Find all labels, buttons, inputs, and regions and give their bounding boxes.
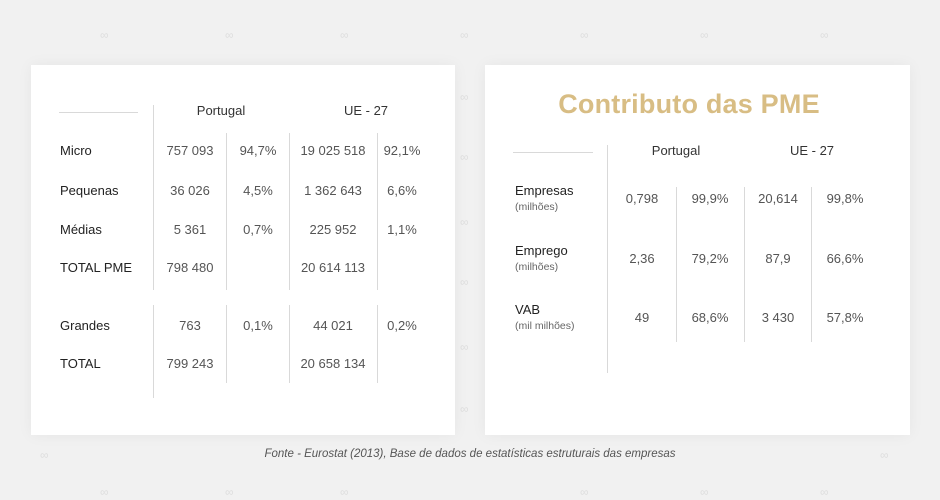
cell-pt-pct: 68,6% xyxy=(691,310,729,325)
column-divider xyxy=(607,145,608,373)
cell-pt-count: 798 480 xyxy=(166,260,214,275)
enterprise-count-card: Portugal UE - 27 Micro 757 093 94,7% 19 025… xyxy=(31,65,455,435)
cell-eu-pct: 99,8% xyxy=(826,191,864,206)
row-label: TOTAL xyxy=(60,356,101,371)
cell-eu-count: 19 025 518 xyxy=(300,143,366,158)
column-divider xyxy=(744,187,745,342)
infinity-watermark-icon: ∞ xyxy=(100,28,108,42)
row-label: Empresas xyxy=(515,183,574,198)
infinity-watermark-icon: ∞ xyxy=(460,402,468,416)
column-divider xyxy=(226,133,227,290)
cell-pt-pct: 94,7% xyxy=(239,143,277,158)
cell-pt-pct: 0,7% xyxy=(243,222,273,237)
cell-eu-pct: 6,6% xyxy=(387,183,417,198)
cell-pt-count: 799 243 xyxy=(166,356,214,371)
header-rule xyxy=(513,152,593,153)
column-header-portugal: Portugal xyxy=(651,143,701,158)
infinity-watermark-icon: ∞ xyxy=(460,215,468,229)
cell-pt-val: 2,36 xyxy=(629,251,655,266)
row-label: VAB xyxy=(515,302,541,317)
row-label: Emprego xyxy=(515,243,568,258)
infinity-watermark-icon: ∞ xyxy=(820,485,828,499)
cell-eu-pct: 0,2% xyxy=(387,318,417,333)
infinity-watermark-icon: ∞ xyxy=(460,28,468,42)
sme-contribution-card: Contributo das PME Portugal UE - 27 Empr… xyxy=(485,65,910,435)
cell-eu-count: 20 614 113 xyxy=(300,260,366,275)
cell-pt-count: 757 093 xyxy=(166,143,214,158)
row-label: TOTAL PME xyxy=(60,260,132,275)
row-unit-label: (milhões) xyxy=(515,261,559,273)
cell-eu-count: 225 952 xyxy=(309,222,357,237)
infinity-watermark-icon: ∞ xyxy=(460,275,468,289)
infinity-watermark-icon: ∞ xyxy=(460,90,468,104)
infinity-watermark-icon: ∞ xyxy=(40,448,48,462)
source-text: - Eurostat (2013), Base de dados de esta… xyxy=(293,448,676,460)
cell-pt-pct: 99,9% xyxy=(691,191,729,206)
infinity-watermark-icon: ∞ xyxy=(460,150,468,164)
column-divider xyxy=(226,305,227,383)
cell-eu-count: 20 658 134 xyxy=(300,356,366,371)
card-title: Contributo das PME xyxy=(558,89,820,119)
cell-eu-count: 1 362 643 xyxy=(304,183,362,198)
column-divider xyxy=(153,105,154,290)
infinity-watermark-icon: ∞ xyxy=(820,28,828,42)
infinity-watermark-icon: ∞ xyxy=(100,485,108,499)
source-footnote: Fonte - Eurostat (2013), Base de dados d… xyxy=(0,448,940,460)
cell-eu-pct: 1,1% xyxy=(387,222,417,237)
cell-pt-count: 36 026 xyxy=(170,183,210,198)
cell-eu-val: 3 430 xyxy=(761,310,795,325)
row-label: Pequenas xyxy=(60,183,119,198)
column-divider xyxy=(289,305,290,383)
cell-pt-count: 763 xyxy=(179,318,201,333)
source-label: Fonte xyxy=(264,448,294,460)
row-label: Grandes xyxy=(60,318,110,333)
cell-pt-pct: 79,2% xyxy=(691,251,729,266)
cell-pt-pct: 0,1% xyxy=(243,318,273,333)
row-unit-label: (milhões) xyxy=(515,201,559,213)
infinity-watermark-icon: ∞ xyxy=(340,28,348,42)
infinity-watermark-icon: ∞ xyxy=(580,28,588,42)
cell-pt-val: 0,798 xyxy=(625,191,659,206)
infinity-watermark-icon: ∞ xyxy=(580,485,588,499)
infinity-watermark-icon: ∞ xyxy=(700,485,708,499)
column-divider xyxy=(811,187,812,342)
column-divider xyxy=(377,305,378,383)
column-divider xyxy=(377,133,378,290)
cell-eu-pct: 57,8% xyxy=(826,310,864,325)
infinity-watermark-icon: ∞ xyxy=(225,28,233,42)
header-rule xyxy=(59,112,138,113)
row-label: Micro xyxy=(60,143,92,158)
column-divider xyxy=(676,187,677,342)
cell-pt-pct: 4,5% xyxy=(243,183,273,198)
column-header-eu27: UE - 27 xyxy=(789,143,835,158)
column-header-portugal: Portugal xyxy=(196,103,246,118)
infinity-watermark-icon: ∞ xyxy=(700,28,708,42)
column-header-eu27: UE - 27 xyxy=(343,103,389,118)
cell-eu-pct: 66,6% xyxy=(826,251,864,266)
infinity-watermark-icon: ∞ xyxy=(460,340,468,354)
infinity-watermark-icon: ∞ xyxy=(340,485,348,499)
cell-eu-pct: 92,1% xyxy=(383,143,421,158)
cell-pt-val: 49 xyxy=(634,310,650,325)
column-divider xyxy=(289,133,290,290)
column-divider xyxy=(153,305,154,398)
row-label: Médias xyxy=(60,222,102,237)
infinity-watermark-icon: ∞ xyxy=(880,448,888,462)
row-unit-label: (mil milhões) xyxy=(515,320,575,332)
cell-eu-val: 87,9 xyxy=(765,251,791,266)
infinity-watermark-icon: ∞ xyxy=(225,485,233,499)
cell-eu-val: 20,614 xyxy=(758,191,798,206)
cell-pt-count: 5 361 xyxy=(173,222,207,237)
cell-eu-count: 44 021 xyxy=(313,318,353,333)
